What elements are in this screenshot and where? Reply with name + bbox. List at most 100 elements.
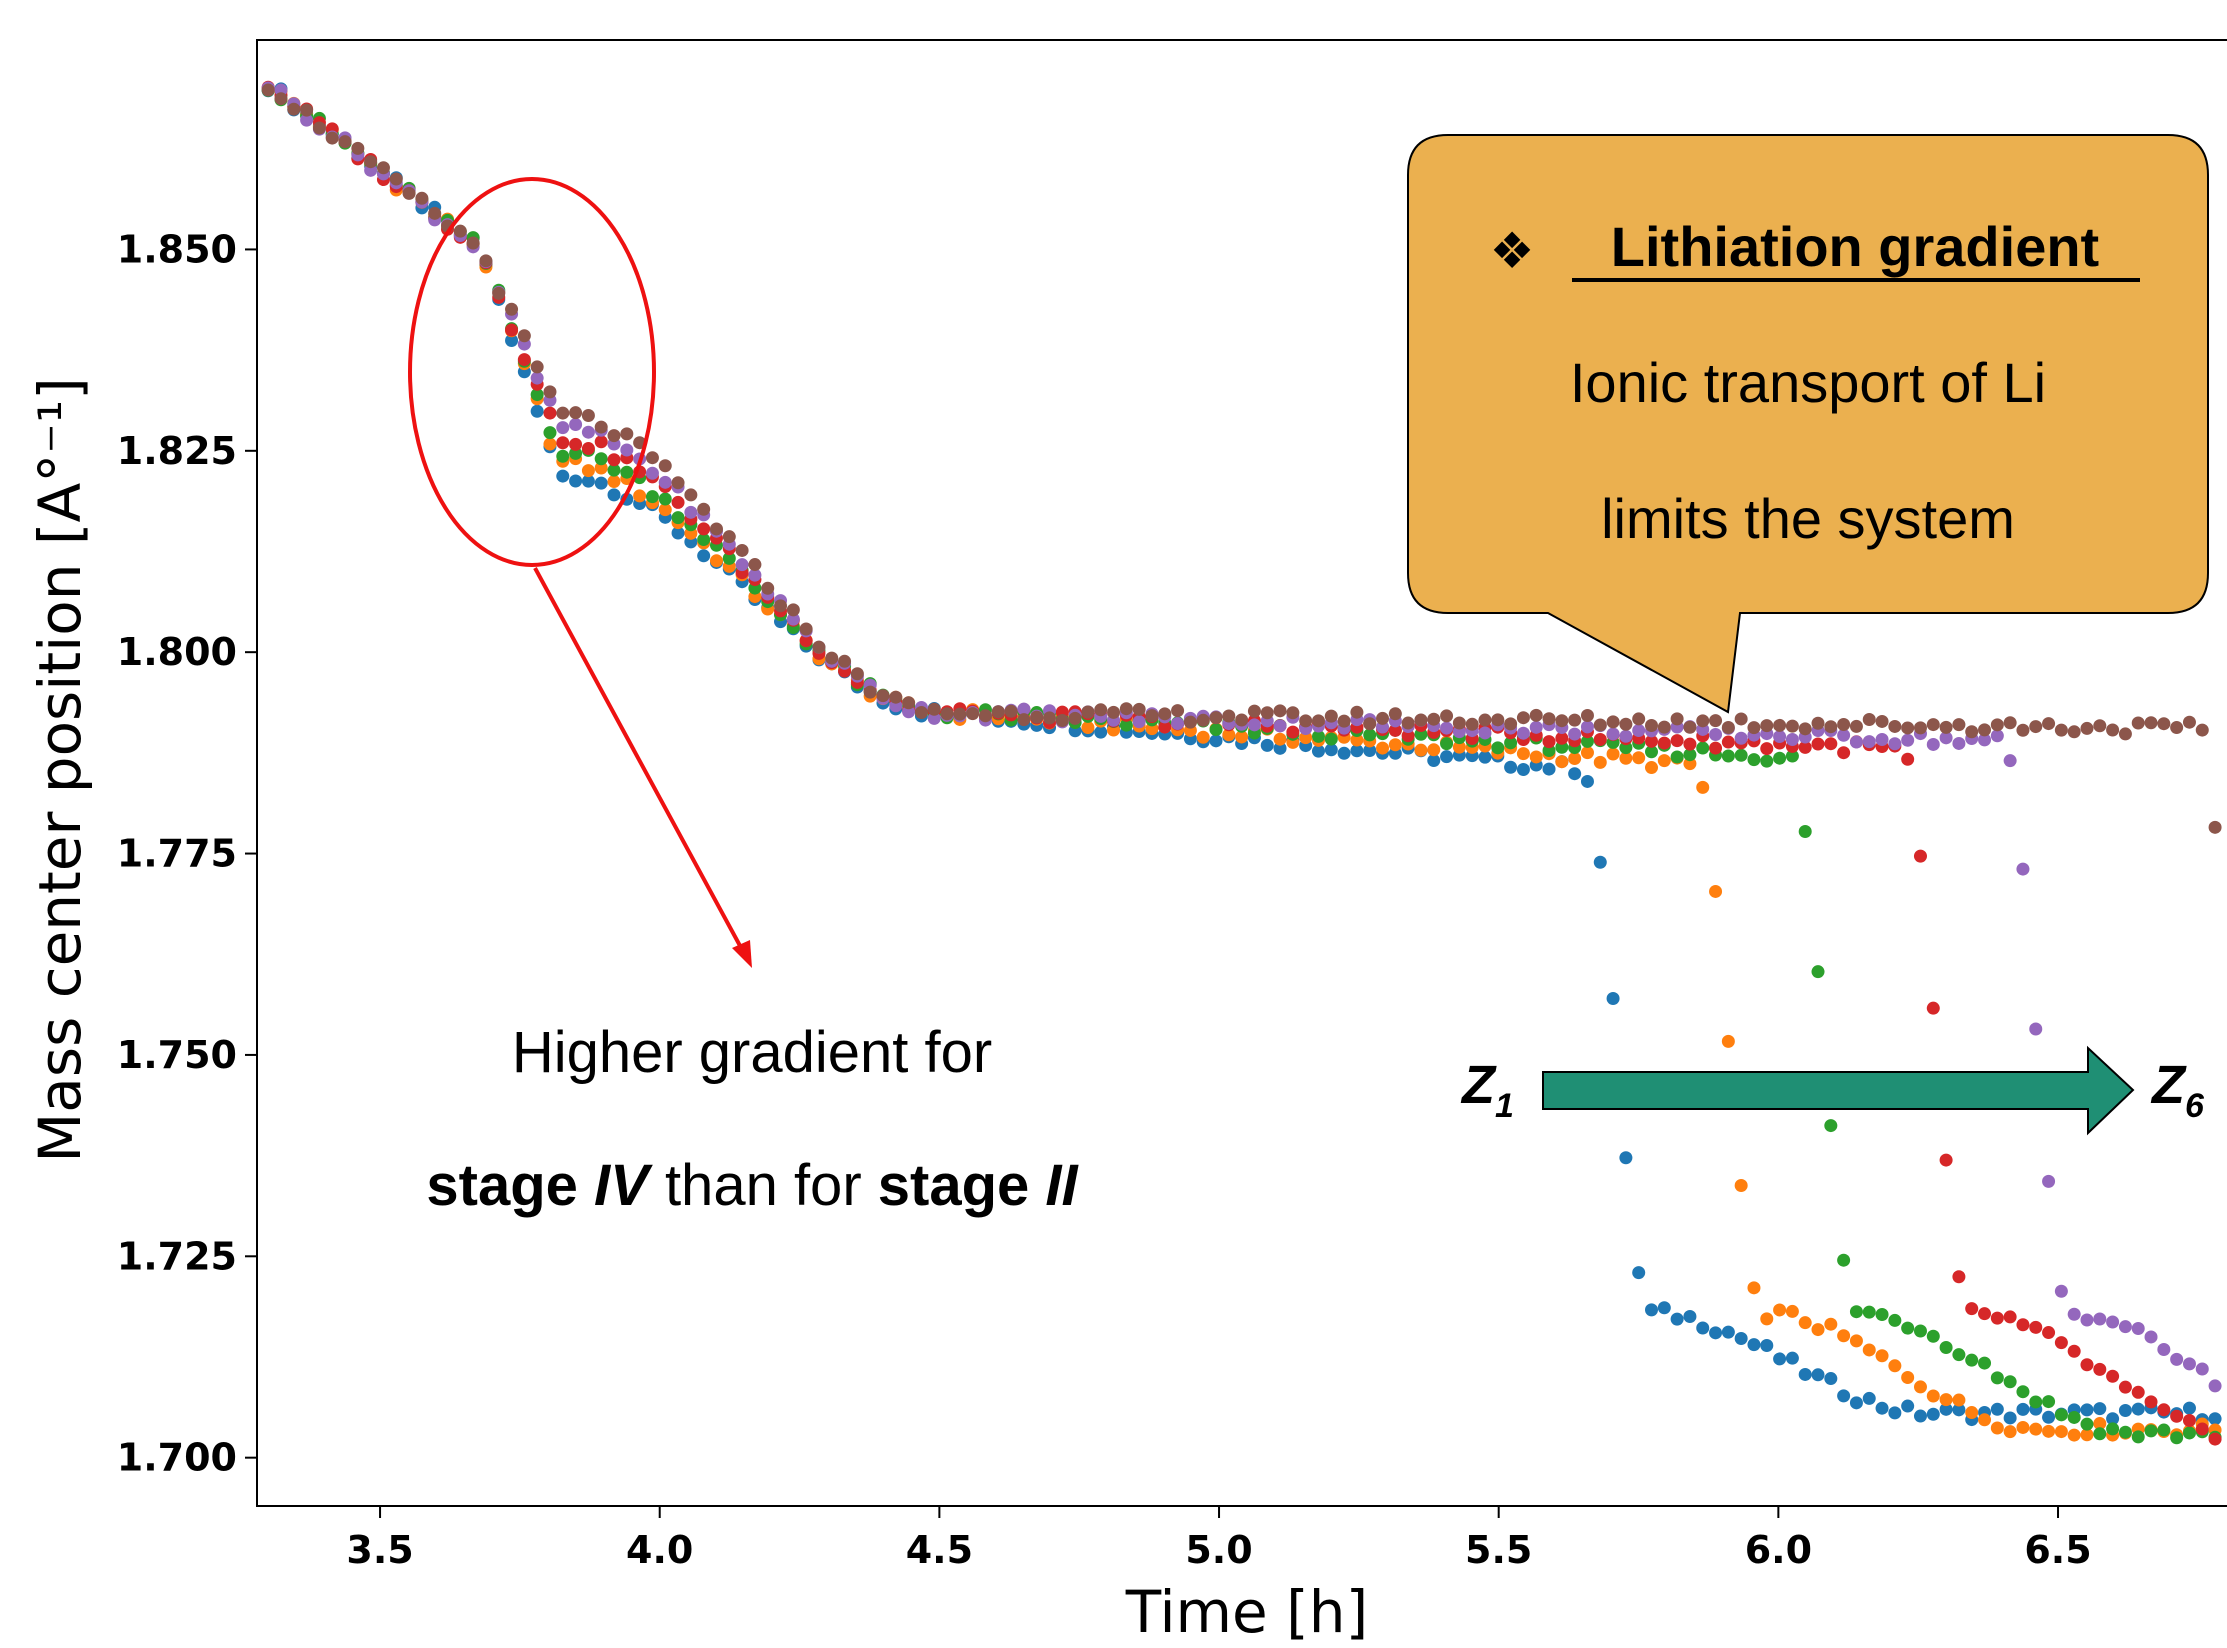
z-end-label: Z6 [2150, 1055, 2205, 1125]
y-axis-label: Mass center position [A°⁻¹] [26, 377, 94, 1162]
data-point [1670, 734, 1684, 748]
data-point [1235, 730, 1249, 744]
data-point [1555, 740, 1569, 754]
data-point [1196, 713, 1210, 727]
data-point [2080, 1313, 2094, 1327]
data-point [287, 102, 301, 116]
data-point [1811, 1368, 1825, 1382]
data-point [748, 568, 762, 582]
data-point [1734, 1179, 1748, 1193]
y-tick-label: 1.750 [117, 1033, 237, 1077]
data-point [1785, 1351, 1799, 1365]
data-point [1504, 736, 1518, 750]
y-tick-label: 1.800 [117, 630, 237, 674]
data-point [581, 474, 595, 488]
data-point [2144, 1424, 2158, 1438]
data-point [1747, 753, 1761, 767]
data-point [1709, 741, 1723, 755]
data-point [300, 113, 314, 127]
data-point [1824, 1372, 1838, 1386]
data-point [2208, 1379, 2222, 1393]
data-point [1990, 1371, 2004, 1385]
data-point [1990, 1311, 2004, 1325]
data-point [1286, 725, 1300, 739]
data-point [748, 558, 762, 572]
data-point [1747, 1338, 1761, 1352]
data-point [1017, 713, 1031, 727]
data-point [1542, 712, 1556, 726]
data-point [1875, 1401, 1889, 1415]
data-point [1619, 1151, 1633, 1165]
data-point [1760, 1338, 1774, 1352]
data-point [1363, 744, 1377, 758]
data-point [1721, 1034, 1735, 1048]
data-point [1709, 714, 1723, 728]
data-point [1030, 710, 1044, 724]
data-point [607, 463, 621, 477]
data-point [2195, 723, 2209, 737]
data-point [658, 503, 672, 517]
data-point [1811, 1323, 1825, 1337]
data-point [940, 707, 954, 721]
data-point [1837, 1253, 1851, 1267]
data-point [1734, 1331, 1748, 1345]
highlight-ellipse [408, 177, 656, 567]
data-point [581, 442, 595, 456]
data-point [1632, 1266, 1646, 1280]
data-point [415, 191, 429, 205]
data-point [1798, 824, 1812, 838]
data-point [581, 425, 595, 439]
data-point [2182, 1414, 2196, 1428]
data-point [1350, 733, 1364, 747]
data-point [1696, 1321, 1710, 1335]
data-point [1107, 705, 1121, 719]
data-point [2208, 1412, 2222, 1426]
data-point [2106, 1369, 2120, 1383]
data-point [1862, 712, 1876, 726]
data-point [1580, 746, 1594, 760]
data-point [2042, 1395, 2056, 1409]
y-tick-label: 1.850 [117, 227, 237, 271]
data-point [2106, 1422, 2120, 1436]
data-point [1978, 1356, 1992, 1370]
data-point [2131, 1430, 2145, 1444]
data-point [1196, 730, 1210, 744]
data-point [1273, 741, 1287, 755]
data-point [1798, 740, 1812, 754]
data-point [1337, 746, 1351, 760]
data-point [2016, 1318, 2030, 1332]
data-point [1773, 751, 1787, 765]
data-point [1555, 731, 1569, 745]
data-point [620, 465, 634, 479]
data-point [1568, 727, 1582, 741]
data-point [1299, 731, 1313, 745]
data-point [709, 554, 723, 568]
data-point [1978, 1413, 1992, 1427]
data-point [825, 651, 839, 665]
data-point [1260, 738, 1274, 752]
data-point [2182, 1401, 2196, 1415]
data-point [927, 711, 941, 725]
data-point [517, 353, 531, 367]
x-tick-label: 4.0 [626, 1528, 693, 1572]
data-point [2080, 1417, 2094, 1431]
data-point [479, 254, 493, 268]
data-point [1324, 743, 1338, 757]
data-point [569, 406, 583, 420]
data-point [645, 466, 659, 480]
data-point [607, 429, 621, 443]
data-point [1926, 1001, 1940, 1015]
data-point [1901, 733, 1915, 747]
data-point [2170, 1409, 2184, 1423]
data-point [1837, 1389, 1851, 1403]
data-point [1811, 716, 1825, 730]
data-point [2118, 1380, 2132, 1394]
data-point [1606, 991, 1620, 1005]
data-point [2067, 725, 2081, 739]
data-point [1683, 1310, 1697, 1324]
data-point [1363, 728, 1377, 742]
data-point [1773, 1303, 1787, 1317]
data-point [1555, 714, 1569, 728]
data-point [1773, 718, 1787, 732]
data-point [1171, 717, 1185, 731]
